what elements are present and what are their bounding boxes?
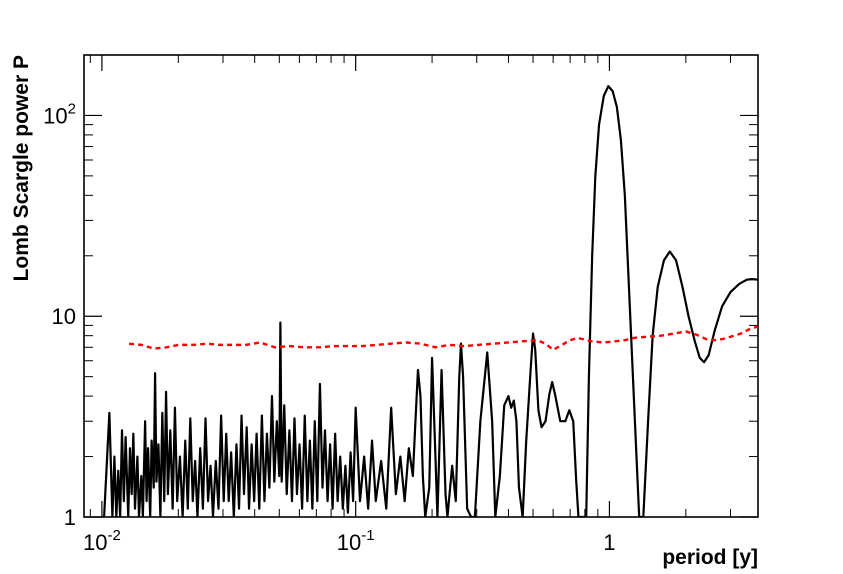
y-tick-label: 10 — [52, 304, 76, 329]
y-tick-label: 102 — [43, 100, 76, 128]
plot-frame — [83, 54, 759, 518]
power-spectrum-line — [102, 84, 758, 517]
x-axis-title: period [y] — [662, 546, 758, 569]
x-tick-label: 1 — [603, 530, 615, 555]
x-tick-label: 10-1 — [337, 527, 375, 555]
x-tick-labels: 10-2 10-1 1 — [83, 527, 616, 555]
major-ticks — [84, 55, 758, 518]
x-minor-ticks — [89, 55, 732, 517]
significance-threshold-line — [129, 325, 758, 352]
y-axis-title: Lomb Scargle power P — [10, 55, 33, 281]
y-tick-labels: 1 10 102 — [43, 100, 76, 530]
series-layer — [102, 84, 758, 517]
x-tick-label: 10-2 — [83, 527, 121, 555]
y-minor-ticks — [84, 54, 758, 458]
y-tick-label: 1 — [64, 505, 76, 530]
